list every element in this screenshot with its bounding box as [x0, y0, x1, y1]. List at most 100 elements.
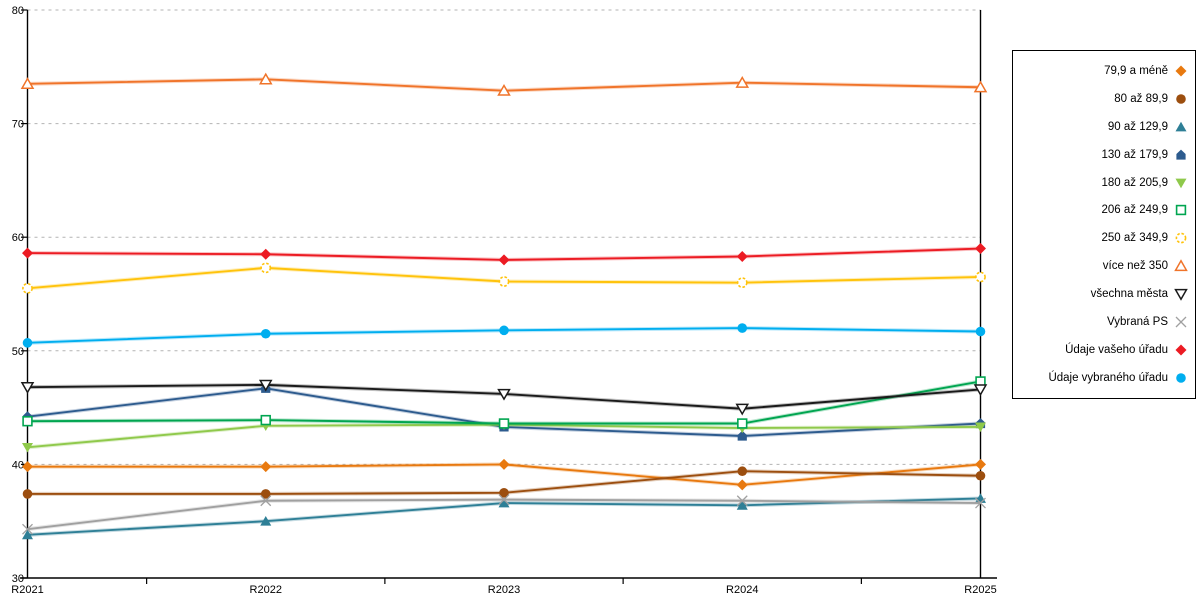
y-axis-tick-label: 40	[12, 459, 24, 471]
series-markers	[22, 243, 986, 266]
series-markers	[20, 72, 988, 96]
circle-marker-icon	[22, 489, 33, 499]
series-markers	[22, 458, 986, 491]
triangle-up-marker-icon	[498, 497, 510, 508]
triangle-down-open-marker-icon	[973, 384, 988, 397]
triangle-up-marker-icon	[260, 516, 272, 526]
legend-item-label: 206 až 249,9	[1101, 204, 1168, 217]
diamond-legend-icon	[1175, 65, 1187, 77]
diamond-marker-icon	[975, 243, 986, 255]
triangle-open-marker-icon	[497, 83, 511, 96]
x-marker-icon	[22, 523, 33, 535]
y-axis-tick-label: 60	[12, 232, 24, 244]
legend-item: 90 až 129,9	[1017, 115, 1189, 139]
legend-item: 130 až 179,9	[1017, 143, 1189, 167]
pentagon-legend-icon	[1176, 149, 1186, 160]
circle-marker-icon	[1176, 373, 1186, 383]
circle-open-dashed-marker-icon	[1175, 232, 1187, 244]
y-axis-tick-label: 80	[12, 5, 24, 17]
triangle-up-legend-icon	[1175, 121, 1187, 132]
series-markers	[22, 466, 986, 499]
legend-item: všechna města	[1017, 282, 1189, 306]
legend-item-label: 80 až 89,9	[1114, 92, 1168, 105]
triangle-down-open-marker-icon	[735, 403, 750, 416]
legend-item: Vybraná PS	[1017, 310, 1189, 334]
diamond-marker-icon	[498, 254, 510, 266]
circle-marker-icon	[260, 328, 271, 339]
x-marker-icon	[975, 497, 986, 509]
circle-legend-icon	[1176, 373, 1186, 383]
diamond-marker-icon	[260, 461, 272, 473]
circle-open-dashed-marker-icon	[22, 282, 33, 294]
chart-legend: 79,9 a méně 80 až 89,9 90 až 129,9 130 až 1…	[1012, 50, 1196, 399]
circle-marker-icon	[737, 466, 748, 477]
legend-item-label: 130 až 179,9	[1101, 148, 1168, 161]
legend-item: 79,9 a méně	[1017, 59, 1189, 83]
x-axis-tick-label: R2021	[11, 584, 43, 596]
series-markers	[22, 323, 986, 348]
legend-item: 250 až 349,9	[1017, 226, 1189, 250]
legend-item: Údaje vašeho úřadu	[1017, 338, 1189, 362]
x-axis-tick-label: R2023	[488, 584, 520, 596]
series-markers	[22, 262, 986, 294]
x-marker-icon	[736, 495, 748, 507]
diamond-legend-icon	[1175, 344, 1187, 356]
triangle-open-marker-icon	[973, 80, 988, 93]
legend-item-label: Údaje vašeho úřadu	[1065, 344, 1168, 357]
y-axis-tick-label: 50	[12, 346, 24, 358]
legend-item-label: 250 až 349,9	[1101, 232, 1168, 245]
diamond-marker-icon	[736, 251, 748, 263]
circle-open-dashed-marker-icon	[736, 277, 748, 289]
legend-item: 80 až 89,9	[1017, 87, 1189, 111]
legend-item: více než 350	[1017, 254, 1189, 278]
triangle-down-marker-icon	[975, 422, 986, 433]
legend-item-label: Vybraná PS	[1107, 316, 1168, 329]
legend-item-label: 90 až 129,9	[1107, 120, 1168, 133]
circle-marker-icon	[975, 326, 986, 337]
diamond-marker-icon	[22, 461, 33, 473]
circle-open-dashed-marker-icon	[260, 262, 272, 274]
square-open-marker-icon	[22, 416, 33, 427]
triangle-open-legend-icon	[1174, 259, 1188, 272]
square-open-legend-icon	[1175, 205, 1187, 216]
series-markers	[22, 376, 986, 429]
diamond-marker-icon	[1175, 65, 1187, 77]
x-legend-icon	[1175, 316, 1187, 328]
square-open-marker-icon	[260, 414, 271, 426]
circle-marker-icon	[737, 323, 748, 333]
circle-marker-icon	[260, 489, 271, 499]
pentagon-marker-icon	[737, 430, 747, 441]
square-open-marker-icon	[737, 418, 748, 429]
x-marker-icon	[260, 495, 272, 507]
diamond-marker-icon	[22, 247, 33, 259]
y-axis-tick-label: 70	[12, 119, 24, 131]
triangle-open-marker-icon	[735, 75, 750, 88]
triangle-up-marker-icon	[1175, 121, 1187, 132]
triangle-down-marker-icon	[22, 442, 33, 453]
circle-open-dashed-legend-icon	[1175, 232, 1187, 244]
triangle-open-marker-icon	[258, 72, 273, 85]
triangle-down-open-marker-icon	[497, 388, 511, 401]
triangle-down-marker-icon	[1175, 178, 1187, 188]
legend-item: Údaje vybraného úřadu	[1017, 366, 1189, 390]
triangle-up-marker-icon	[736, 500, 748, 510]
diamond-marker-icon	[260, 248, 272, 260]
circle-legend-icon	[1176, 94, 1186, 104]
square-open-marker-icon	[1175, 205, 1187, 216]
diamond-marker-icon	[498, 458, 510, 470]
circle-marker-icon	[975, 470, 986, 481]
triangle-open-marker-icon	[1174, 259, 1188, 272]
y-axis-tick-label: 30	[12, 573, 24, 585]
x-axis-tick-label: R2024	[726, 584, 758, 596]
x-marker-icon	[1175, 316, 1187, 328]
legend-item: 206 až 249,9	[1017, 198, 1189, 222]
triangle-down-open-legend-icon	[1174, 289, 1188, 301]
circle-marker-icon	[22, 338, 33, 348]
diamond-marker-icon	[736, 479, 748, 491]
triangle-down-open-marker-icon	[20, 382, 35, 394]
circle-open-dashed-marker-icon	[498, 276, 510, 287]
legend-item-label: všechna města	[1090, 288, 1168, 301]
pentagon-marker-icon	[1176, 149, 1186, 160]
